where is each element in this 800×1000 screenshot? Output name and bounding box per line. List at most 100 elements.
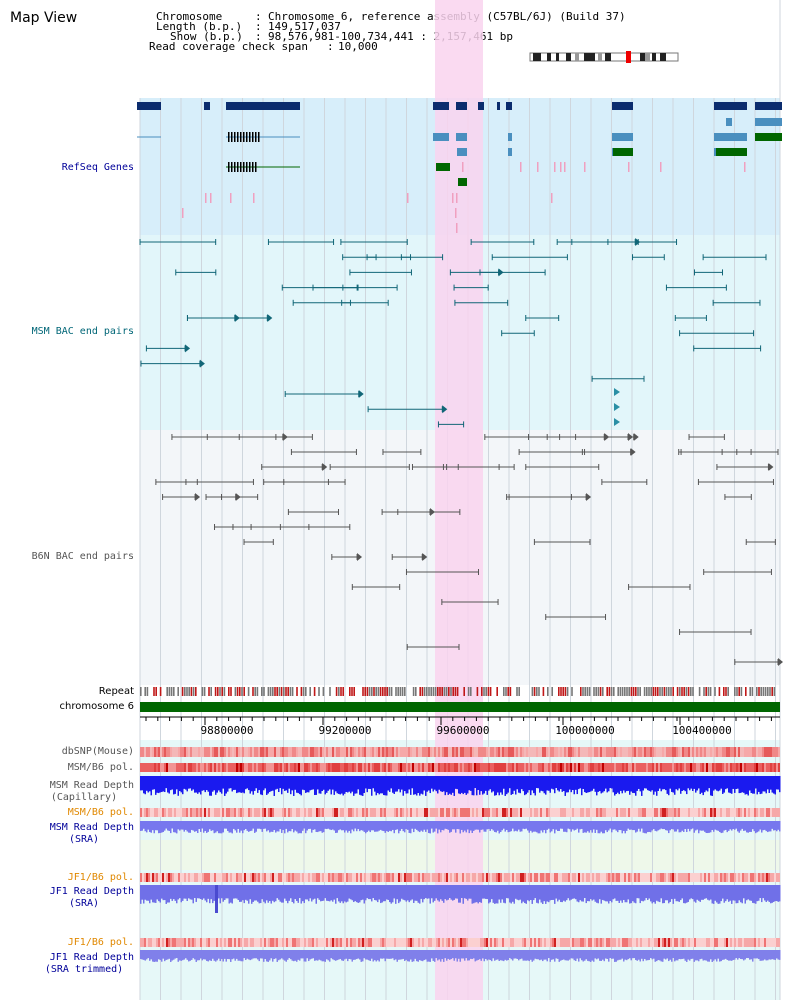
depth-bar (260, 885, 262, 904)
b6n-bac-track[interactable] (155, 433, 783, 666)
heat-cell (350, 873, 352, 882)
depth-bar (753, 950, 755, 959)
heat-cell (188, 763, 190, 772)
depth-bar (453, 821, 455, 830)
depth-bar (569, 776, 571, 790)
depth-bar (690, 776, 692, 789)
heat-cell (560, 873, 562, 882)
heat-cell (306, 808, 308, 817)
depth-bar (677, 821, 679, 830)
depth-bar (545, 885, 547, 904)
depth-bar (432, 821, 434, 833)
depth-bar (395, 776, 397, 792)
read-depth-tracks[interactable] (140, 776, 781, 962)
depth-bar (671, 885, 673, 900)
heat-cell (554, 808, 556, 817)
depth-bar (743, 776, 745, 793)
depth-bar (747, 821, 749, 833)
heat-cell (272, 873, 274, 882)
depth-bar (335, 950, 337, 961)
heat-cell (154, 938, 156, 947)
repeat-element (247, 687, 250, 696)
heat-cell (420, 938, 422, 947)
depth-bar (608, 776, 610, 792)
depth-bar (162, 950, 164, 959)
depth-bar (707, 885, 709, 900)
depth-bar (198, 821, 200, 830)
heat-cell (242, 763, 244, 772)
depth-bar (498, 950, 500, 961)
heat-cell (228, 747, 230, 757)
depth-bar (240, 885, 242, 902)
heat-cell (542, 938, 544, 947)
depth-bar (207, 950, 209, 962)
heat-cell (526, 763, 528, 772)
heat-cell (608, 808, 610, 817)
heat-cell (608, 938, 610, 947)
depth-bar (389, 776, 391, 792)
heat-cell (556, 747, 558, 757)
heat-cell (258, 938, 260, 947)
heat-cell (770, 873, 772, 882)
heat-cell (518, 763, 520, 772)
gene-block (755, 133, 782, 141)
depth-bar (650, 821, 652, 833)
depth-bar (300, 885, 302, 904)
depth-bar (524, 776, 526, 796)
heat-cell (378, 808, 380, 817)
heat-cell (470, 938, 472, 947)
heat-cell (574, 747, 576, 757)
b6n-bac-label[interactable]: B6N BAC end pairs (31, 551, 134, 562)
repeat-element (648, 687, 650, 696)
depth-bar (201, 776, 203, 791)
depth-bar (770, 885, 772, 904)
heat-cell (410, 938, 412, 947)
depth-bar (411, 950, 413, 962)
repeat-element (582, 687, 584, 696)
heat-cell (350, 747, 352, 757)
depth-bar (504, 821, 506, 832)
depth-bar (606, 821, 608, 833)
heat-cell (178, 763, 180, 772)
heat-cell (486, 938, 488, 947)
depth-bar (555, 950, 557, 959)
depth-bar (251, 821, 253, 831)
heat-cell (456, 763, 458, 772)
chromosome-ideogram[interactable] (529, 51, 679, 63)
depth-bar (398, 885, 400, 904)
heat-cell (432, 938, 434, 947)
heat-cell (626, 763, 628, 772)
heat-cell (722, 938, 724, 947)
msm-bac-track[interactable] (139, 238, 767, 428)
depth-bar (246, 776, 248, 789)
heat-cell (280, 747, 282, 757)
repeat-track[interactable] (140, 687, 780, 712)
heatmap-tracks[interactable] (140, 747, 780, 947)
depth-bar (282, 821, 284, 830)
heat-cell (412, 763, 414, 772)
heat-cell (244, 938, 246, 947)
heat-cell (748, 747, 750, 757)
heat-cell (202, 873, 204, 882)
refseq-gene-track[interactable] (137, 102, 782, 233)
depth-bar (623, 821, 625, 832)
heat-cell (192, 763, 194, 772)
msm-bac-label[interactable]: MSM BAC end pairs (31, 326, 134, 337)
span-value: 10,000 (338, 40, 378, 53)
end-arrow (614, 418, 620, 426)
depth-bar (371, 950, 373, 959)
heat-cell (526, 938, 528, 947)
heat-cell (672, 873, 674, 882)
heat-cell (618, 763, 620, 772)
depth-bar (225, 885, 227, 899)
heat-cell (234, 938, 236, 947)
heat-cell (432, 763, 434, 772)
heat-cell (648, 873, 650, 882)
heat-cell (720, 808, 722, 817)
heat-cell (558, 873, 560, 882)
depth-bar (147, 776, 149, 793)
heat-cell (316, 808, 318, 817)
depth-bar (483, 776, 485, 794)
heat-cell (708, 763, 710, 772)
refseq-genes-label[interactable]: RefSeq Genes (61, 162, 134, 173)
